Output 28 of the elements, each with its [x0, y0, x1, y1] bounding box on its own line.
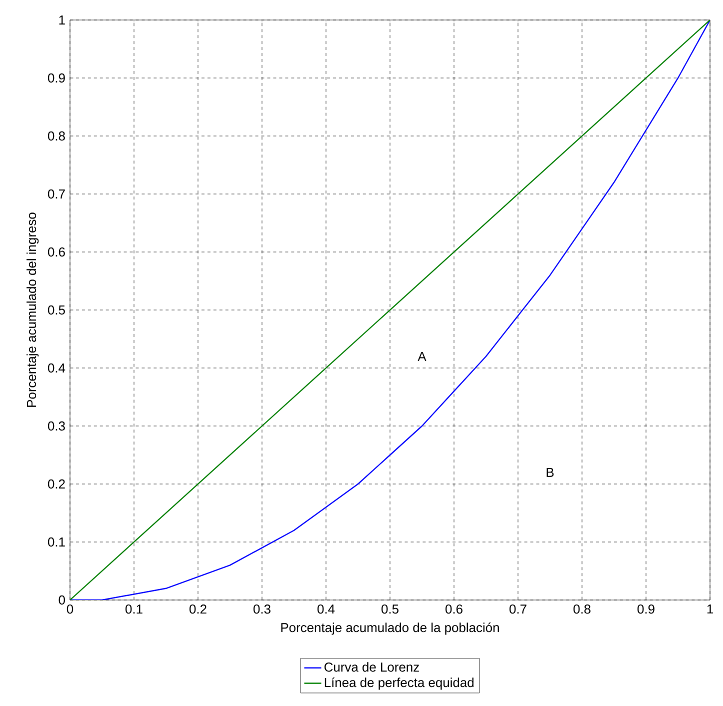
x-tick-label: 0.5 [382, 604, 398, 614]
x-tick-label: 1 [707, 604, 713, 614]
x-tick-label: 0.1 [126, 604, 142, 614]
x-tick-label: 0.3 [254, 604, 270, 614]
x-tick-label: 0.8 [574, 604, 590, 614]
x-tick-label: 0.2 [190, 604, 206, 614]
x-tick-label: 0.9 [638, 604, 654, 614]
y-tick-label: 0.8 [48, 131, 65, 141]
y-tick-label: 0.2 [48, 479, 65, 489]
y-tick-label: 0.4 [48, 363, 66, 373]
y-tick-label: 0.3 [48, 421, 65, 431]
x-tick-label: 0.4 [318, 604, 335, 614]
y-tick-label: 0.5 [48, 305, 65, 315]
x-tick-label: 0 [66, 604, 74, 614]
x-tick-label: 0.6 [446, 604, 462, 614]
legend-label: Línea de perfecta equidad [324, 678, 474, 690]
legend-label: Curva de Lorenz [324, 662, 419, 672]
annotation: B [546, 468, 554, 477]
y-tick-label: 0.6 [48, 247, 65, 257]
y-tick-label: 0 [58, 595, 65, 605]
y-tick-label: 0.1 [48, 537, 65, 547]
y-tick-label: 0.9 [48, 73, 65, 83]
y-axis-title: Porcentaje acumulado del ingreso [26, 212, 39, 407]
y-tick-label: 1 [59, 16, 65, 24]
x-axis-title: Porcentaje acumulado de la población [281, 622, 499, 635]
x-tick-label: 0.7 [510, 604, 526, 614]
annotation: A [418, 352, 426, 361]
y-tick-label: 0.7 [48, 189, 65, 199]
